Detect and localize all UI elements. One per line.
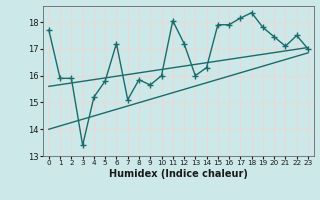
X-axis label: Humidex (Indice chaleur): Humidex (Indice chaleur) bbox=[109, 169, 248, 179]
